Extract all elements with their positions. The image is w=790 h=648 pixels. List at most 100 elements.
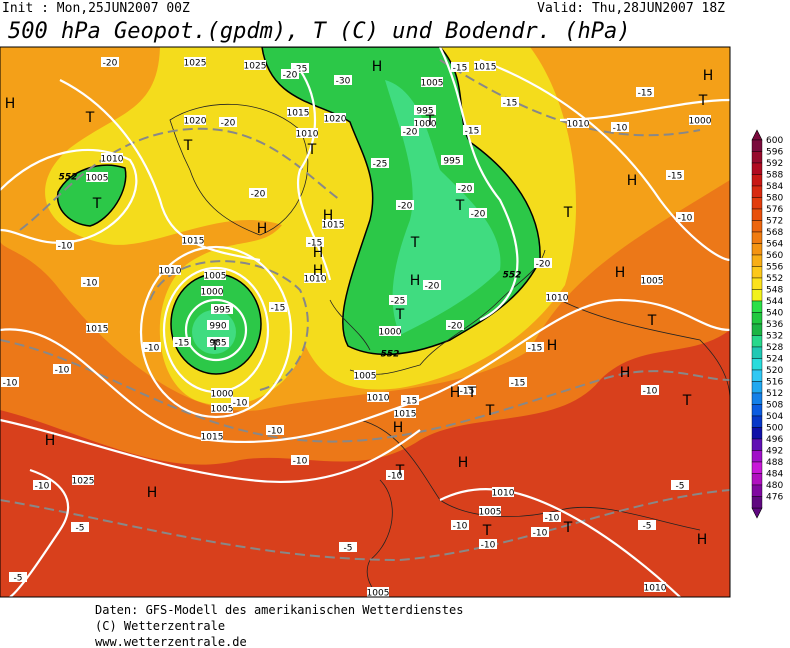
map-field: 1025 1025 1005 1015 995 1000 1020 1020 1015 1010 1… — [0, 47, 730, 597]
legend-swatch — [751, 450, 763, 463]
legend-swatch — [751, 289, 763, 302]
high-pressure-marker: H — [697, 532, 708, 548]
isobar-label-bg — [492, 487, 514, 497]
legend-swatch — [751, 174, 763, 187]
isotherm-label: -20 — [536, 260, 551, 270]
isotherm-label-bg — [9, 572, 27, 582]
isobar-label: 985 — [209, 339, 226, 349]
high-pressure-marker: H — [313, 245, 324, 261]
low-pressure-marker: T — [467, 385, 477, 401]
isotherm-label-bg — [269, 302, 287, 312]
isotherm-label-bg — [641, 385, 659, 395]
isotherm-label-bg — [446, 320, 464, 330]
legend-label: 548 — [766, 286, 783, 296]
isotherm-label-bg — [534, 258, 552, 268]
isobar-label-bg — [304, 273, 326, 283]
legend-label: 492 — [766, 447, 783, 457]
isobar-label: 1010 — [101, 155, 124, 165]
legend-label: 600 — [766, 136, 783, 146]
isotherm-label: -10 — [453, 522, 468, 532]
isobar-label-bg — [201, 431, 223, 441]
high-pressure-marker: H — [147, 485, 158, 501]
footer-line: Daten: GFS-Modell des amerikanischen Wet… — [95, 603, 463, 617]
legend-swatch — [751, 266, 763, 279]
isotherm-label-bg — [509, 377, 527, 387]
isobar-label: 1025 — [244, 62, 267, 72]
isotherm-label: -15 — [308, 239, 323, 249]
low-pressure-marker: T — [85, 110, 95, 126]
legend-label: 556 — [766, 263, 783, 273]
isotherm-label: -25 — [293, 65, 308, 75]
legend-swatch — [751, 300, 763, 313]
isobar-label: 1000 — [379, 328, 402, 338]
legend-arrow-top — [751, 129, 763, 141]
isotherm-label: -15 — [528, 344, 543, 354]
isotherm-label-bg — [339, 542, 357, 552]
legend-swatch — [751, 162, 763, 175]
high-pressure-marker: H — [547, 338, 558, 354]
isotherm-label: -5 — [344, 544, 353, 554]
isotherm-label: -20 — [221, 119, 236, 129]
footer-line: www.wetterzentrale.de — [95, 635, 247, 648]
isotherm-label: -15 — [511, 379, 526, 389]
isotherm-label: -10 — [145, 344, 160, 354]
legend-swatch — [751, 358, 763, 371]
low-pressure-marker: T — [395, 307, 405, 323]
isobars — [0, 47, 730, 597]
legend-label: 528 — [766, 343, 783, 353]
isobar-label-bg — [72, 475, 94, 485]
legend-swatch — [751, 461, 763, 474]
isobar-label: 990 — [209, 322, 226, 332]
isobar-label: 1025 — [184, 59, 207, 69]
legend-swatch — [751, 139, 763, 152]
isobar-label-bg — [159, 265, 181, 275]
isotherm-label-bg — [401, 395, 419, 405]
isotherm-label-bg — [291, 63, 309, 73]
isobar-label-bg — [641, 275, 663, 285]
isotherm-label-bg — [306, 237, 324, 247]
isotherm-label: -10 — [55, 366, 70, 376]
legend-swatch — [751, 404, 763, 417]
isotherm-label-bg — [291, 455, 309, 465]
isobar-label: 1025 — [72, 477, 95, 487]
legend-label: 488 — [766, 458, 783, 468]
isobar-label: 1010 — [492, 489, 515, 499]
isotherm-label-bg — [371, 158, 389, 168]
isotherm-label-bg — [636, 87, 654, 97]
isotherm-label: -30 — [336, 77, 351, 87]
isobar-label: 1000 — [201, 288, 224, 298]
legend-swatch — [751, 243, 763, 256]
legend-label: 508 — [766, 401, 783, 411]
isotherm-label: -10 — [643, 387, 658, 397]
legend-label: 588 — [766, 171, 783, 181]
legend-swatch — [751, 369, 763, 382]
legend-label: 500 — [766, 424, 783, 434]
isotherm-label: -10 — [233, 399, 248, 409]
isotherm-label-bg — [334, 75, 352, 85]
isotherm-label-bg — [458, 385, 476, 395]
isotherm-label-bg — [638, 520, 656, 530]
isobar-label-bg — [567, 118, 589, 128]
isobar-label-bg — [244, 60, 266, 70]
isobar-label: 1010 — [296, 130, 319, 140]
isobar-label: 995 — [443, 157, 460, 167]
isobar-label: 1015 — [474, 63, 497, 73]
isobar-label: 1015 — [322, 221, 345, 231]
isotherm-label-bg — [611, 122, 629, 132]
isotherm-label-bg — [219, 117, 237, 127]
low-pressure-marker: T — [92, 196, 102, 212]
high-pressure-marker: H — [615, 265, 626, 281]
isotherm-label: -5 — [14, 574, 23, 584]
legend-label: 480 — [766, 481, 783, 491]
legend-label: 476 — [766, 493, 783, 503]
isobar-label-bg — [207, 337, 229, 347]
isotherm-label: -15 — [668, 172, 683, 182]
isotherm-label: -10 — [35, 482, 50, 492]
isobar-label-bg — [379, 326, 401, 336]
isotherm-label-bg — [396, 200, 414, 210]
high-pressure-marker: H — [45, 433, 56, 449]
legend-label: 552 — [766, 274, 783, 284]
isotherm-label-bg — [543, 512, 561, 522]
low-pressure-marker: T — [563, 520, 573, 536]
legend-swatch — [751, 277, 763, 290]
